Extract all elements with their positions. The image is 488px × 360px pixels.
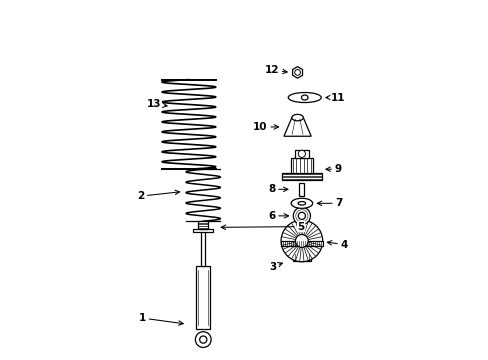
Circle shape <box>281 220 322 262</box>
FancyBboxPatch shape <box>281 241 322 246</box>
Text: 10: 10 <box>252 122 278 132</box>
Text: 9: 9 <box>325 164 341 174</box>
FancyBboxPatch shape <box>292 253 310 261</box>
Ellipse shape <box>290 198 312 208</box>
Circle shape <box>298 150 305 157</box>
FancyBboxPatch shape <box>299 183 304 196</box>
Text: 7: 7 <box>317 198 342 208</box>
Ellipse shape <box>291 114 303 121</box>
FancyBboxPatch shape <box>294 150 308 158</box>
Text: 1: 1 <box>139 313 183 325</box>
Text: 12: 12 <box>264 65 286 75</box>
Circle shape <box>293 207 310 225</box>
Ellipse shape <box>301 95 307 100</box>
Polygon shape <box>292 67 302 78</box>
Circle shape <box>295 234 308 247</box>
Text: 8: 8 <box>267 184 287 194</box>
FancyBboxPatch shape <box>282 173 321 180</box>
Text: 5: 5 <box>221 222 304 231</box>
Polygon shape <box>284 118 310 136</box>
FancyBboxPatch shape <box>196 266 210 329</box>
Circle shape <box>298 212 305 220</box>
FancyBboxPatch shape <box>201 228 204 266</box>
Text: 11: 11 <box>325 93 345 103</box>
Circle shape <box>294 69 300 75</box>
FancyBboxPatch shape <box>193 229 213 232</box>
FancyBboxPatch shape <box>198 221 208 229</box>
Ellipse shape <box>287 93 321 103</box>
Text: 2: 2 <box>137 190 179 201</box>
Text: 4: 4 <box>326 239 347 249</box>
FancyBboxPatch shape <box>290 158 312 173</box>
Text: 3: 3 <box>268 262 282 272</box>
Ellipse shape <box>298 202 305 205</box>
Text: 6: 6 <box>267 211 288 221</box>
Text: 13: 13 <box>146 99 167 109</box>
